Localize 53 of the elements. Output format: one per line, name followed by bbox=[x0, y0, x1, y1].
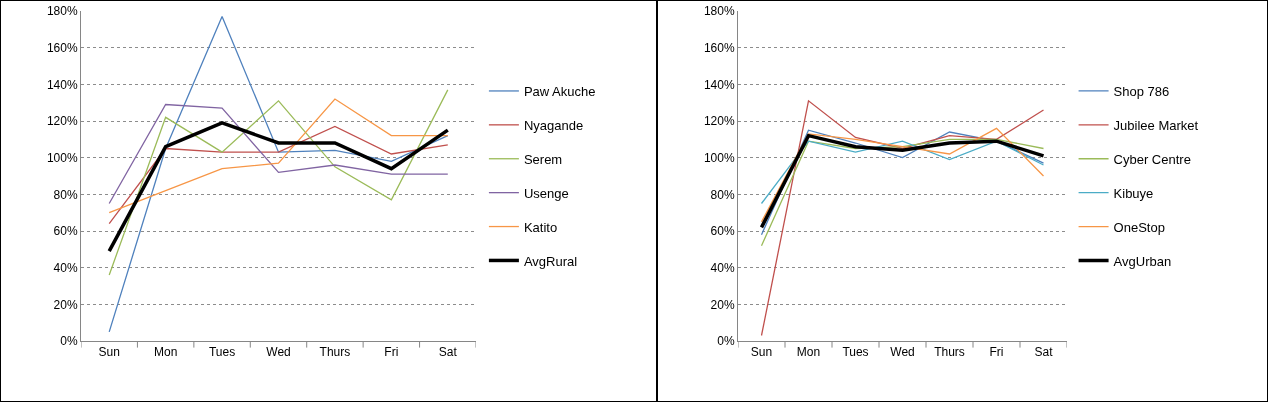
line-series bbox=[108, 15, 449, 333]
legend-label: Jubilee Market bbox=[1113, 117, 1199, 133]
y-tick-label: 40% bbox=[53, 260, 78, 275]
y-tick-label: 20% bbox=[53, 297, 78, 312]
y-tick-label: 60% bbox=[710, 224, 735, 239]
legend-label: Paw Akuche bbox=[523, 84, 596, 100]
line-series bbox=[760, 100, 1045, 337]
x-tick-label: Wed bbox=[266, 345, 291, 360]
legend-label: Kibuye bbox=[1113, 185, 1154, 201]
y-tick-label: 100% bbox=[703, 150, 735, 165]
x-tick-label: Mon bbox=[796, 345, 821, 360]
line-series bbox=[108, 125, 449, 225]
y-tick-label: 140% bbox=[703, 77, 735, 92]
x-tick-label: Sun bbox=[98, 345, 120, 360]
x-tick-label: Thurs bbox=[934, 345, 965, 360]
y-tick-label: 180% bbox=[703, 4, 735, 19]
legend-label: Cyber Centre bbox=[1113, 151, 1191, 167]
legend-label: Usenge bbox=[523, 185, 569, 201]
y-tick-label: 0% bbox=[717, 334, 735, 349]
y-tick-label: 160% bbox=[703, 40, 735, 55]
y-tick-label: 160% bbox=[46, 40, 78, 55]
y-tick-label: 120% bbox=[703, 114, 735, 129]
x-tick-label: Wed bbox=[890, 345, 915, 360]
legend-label: Shop 786 bbox=[1113, 84, 1170, 100]
y-tick-label: 20% bbox=[710, 297, 735, 312]
x-tick-label: Sat bbox=[438, 345, 458, 360]
y-tick-label: 100% bbox=[46, 150, 78, 165]
x-tick-label: Sun bbox=[750, 345, 773, 360]
line-series bbox=[108, 89, 449, 276]
legend-label: AvgRural bbox=[523, 253, 578, 269]
x-tick-label: Tues bbox=[842, 345, 869, 360]
legend-label: Serem bbox=[523, 151, 563, 167]
y-tick-label: 40% bbox=[710, 260, 735, 275]
y-tick-label: 80% bbox=[710, 187, 735, 202]
line-series bbox=[760, 140, 1045, 205]
y-tick-label: 80% bbox=[53, 187, 78, 202]
y-tick-label: 180% bbox=[46, 4, 78, 19]
x-tick-label: Thurs bbox=[319, 345, 351, 360]
x-tick-label: Mon bbox=[153, 345, 178, 360]
x-tick-label: Sat bbox=[1034, 345, 1054, 360]
legend-label: Nyagande bbox=[523, 117, 584, 133]
line-series bbox=[760, 138, 1045, 247]
x-tick-label: Tues bbox=[208, 345, 236, 360]
legend-label: OneStop bbox=[1113, 219, 1165, 235]
y-tick-label: 140% bbox=[46, 77, 78, 92]
legend-label: Katito bbox=[523, 219, 558, 235]
y-tick-label: 120% bbox=[46, 114, 78, 129]
y-tick-label: 60% bbox=[53, 224, 78, 239]
legend-label: AvgUrban bbox=[1113, 253, 1172, 269]
x-tick-label: Fri bbox=[384, 345, 399, 360]
line-series bbox=[107, 121, 450, 253]
x-tick-label: Fri bbox=[989, 345, 1004, 360]
y-tick-label: 0% bbox=[60, 334, 78, 349]
